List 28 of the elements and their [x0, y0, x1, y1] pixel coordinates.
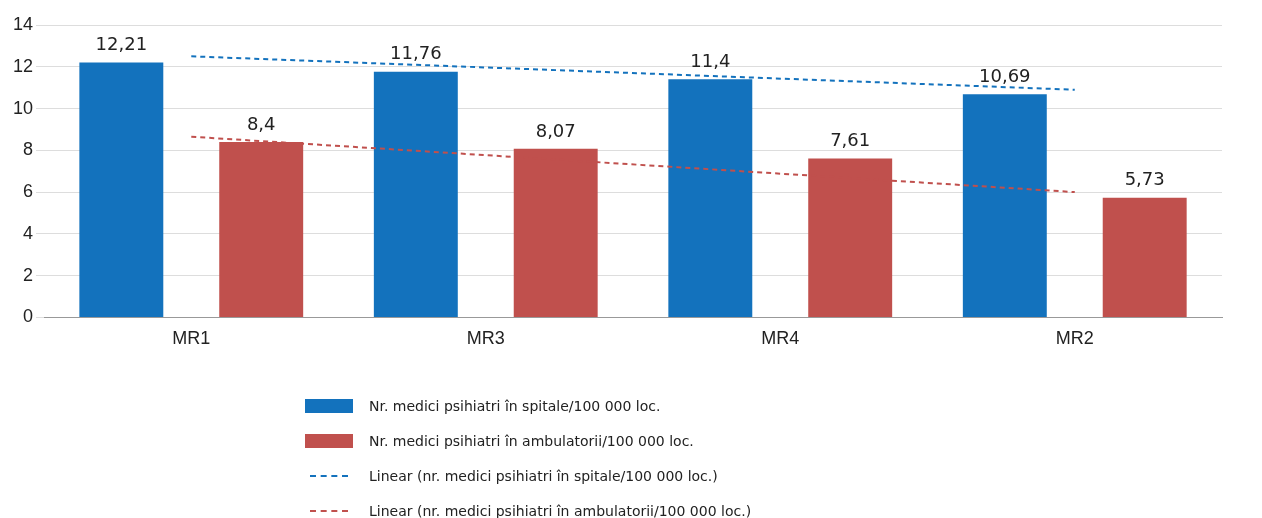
x-tick-label: MR4: [761, 328, 800, 349]
data-label: 11,76: [390, 42, 442, 64]
data-label: 12,21: [95, 33, 148, 55]
bar: [79, 62, 164, 317]
y-tick-label: 6: [23, 181, 34, 202]
x-tick-label: MR2: [1055, 328, 1094, 349]
data-label: 8,07: [535, 119, 576, 141]
data-label: 8,4: [246, 112, 276, 134]
y-tick-label: 12: [12, 55, 34, 76]
y-tick-label: 2: [23, 264, 34, 285]
bar: [373, 71, 458, 317]
y-tick-label: 4: [23, 222, 34, 243]
legend-label: Linear (nr. medici psihiatri în ambulatorii/100 000 loc.): [369, 502, 752, 518]
legend-label: Nr. medici psihiatri în ambulatorii/100 000 loc.: [369, 432, 694, 449]
y-tick-label: 0: [23, 306, 34, 327]
x-tick-label: MR1: [172, 328, 211, 349]
bar: [1102, 197, 1187, 317]
data-label: 11,4: [690, 49, 731, 71]
y-tick-label: 14: [12, 13, 34, 34]
bar: [962, 94, 1047, 317]
y-tick-label: 8: [23, 139, 34, 160]
data-label: 7,61: [830, 129, 871, 151]
legend-label: Linear (nr. medici psihiatri în spitale/100 000 loc.): [369, 467, 718, 484]
data-label: 10,69: [979, 64, 1031, 86]
x-tick-label: MR3: [466, 328, 505, 349]
legend-label: Nr. medici psihiatri în spitale/100 000 loc.: [369, 397, 661, 414]
y-tick-label: 10: [12, 97, 34, 118]
data-label: 5,73: [1124, 168, 1165, 190]
